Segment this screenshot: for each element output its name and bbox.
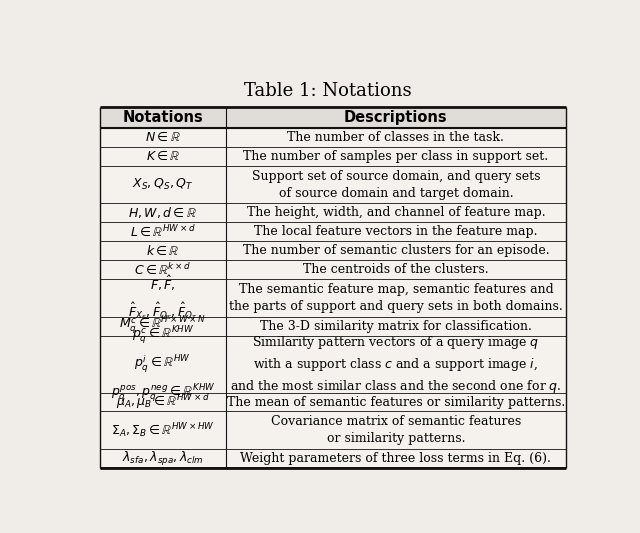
Text: The number of samples per class in support set.: The number of samples per class in suppo… [243,150,548,163]
Text: Support set of source domain, and query sets
of source domain and target domain.: Support set of source domain, and query … [252,169,540,199]
Text: The local feature vectors in the feature map.: The local feature vectors in the feature… [254,225,538,238]
Text: $H, W, d \in \mathbb{R}$: $H, W, d \in \mathbb{R}$ [129,205,197,221]
Text: Table 1: Notations: Table 1: Notations [244,83,412,100]
Text: The centroids of the clusters.: The centroids of the clusters. [303,263,489,276]
Bar [100,107,566,468]
Text: $\lambda_{sfa}, \lambda_{spa}, \lambda_{clm}$: $\lambda_{sfa}, \lambda_{spa}, \lambda_{… [122,450,204,468]
Text: Weight parameters of three loss terms in Eq. (6).: Weight parameters of three loss terms in… [241,453,551,465]
Text: $p_q^c \in \mathbb{R}^{KHW}$
$p_q^i \in \mathbb{R}^{HW}$
$p_q^{pos}, p_q^{neg} \: $p_q^c \in \mathbb{R}^{KHW}$ $p_q^i \in … [111,325,215,404]
Text: Similarity pattern vectors of a query image $q$
with a support class $c$ and a s: Similarity pattern vectors of a query im… [230,334,562,394]
Text: The mean of semantic features or similarity patterns.: The mean of semantic features or similar… [227,395,565,408]
Text: $\mu_A, \mu_B \in \mathbb{R}^{HW\times d}$: $\mu_A, \mu_B \in \mathbb{R}^{HW\times d… [116,393,210,411]
Text: Descriptions: Descriptions [344,110,448,125]
Text: The number of semantic clusters for an episode.: The number of semantic clusters for an e… [243,244,549,257]
Text: $F, \hat{F},$
$\hat{F}_{X_S}, \hat{F}_{Q_S}, \hat{F}_{Q_T}$: $F, \hat{F},$ $\hat{F}_{X_S}, \hat{F}_{Q… [128,273,198,322]
Text: $N \in \mathbb{R}$: $N \in \mathbb{R}$ [145,130,180,144]
Text: $K \in \mathbb{R}$: $K \in \mathbb{R}$ [145,149,180,163]
Text: Notations: Notations [122,110,203,125]
Text: The number of classes in the task.: The number of classes in the task. [287,131,504,144]
Text: The height, width, and channel of feature map.: The height, width, and channel of featur… [246,206,545,220]
Text: The 3-D similarity matrix for classification.: The 3-D similarity matrix for classifica… [260,320,532,333]
Bar [100,107,566,128]
Text: $\Sigma_A, \Sigma_B \in \mathbb{R}^{HW\times HW}$: $\Sigma_A, \Sigma_B \in \mathbb{R}^{HW\t… [111,421,214,440]
Text: Covariance matrix of semantic features
or similarity patterns.: Covariance matrix of semantic features o… [271,415,521,446]
Text: The semantic feature map, semantic features and
the parts of support and query s: The semantic feature map, semantic featu… [229,283,563,313]
Text: $C \in \mathbb{R}^{k\times d}$: $C \in \mathbb{R}^{k\times d}$ [134,262,191,278]
Text: $X_S, Q_S, Q_T$: $X_S, Q_S, Q_T$ [132,177,193,192]
Text: $M_q^c \in \mathbb{R}^{H\times W\times N}$: $M_q^c \in \mathbb{R}^{H\times W\times N… [119,316,206,337]
Text: $k \in \mathbb{R}$: $k \in \mathbb{R}$ [146,244,180,258]
Text: $L \in \mathbb{R}^{HW\times d}$: $L \in \mathbb{R}^{HW\times d}$ [130,224,196,240]
